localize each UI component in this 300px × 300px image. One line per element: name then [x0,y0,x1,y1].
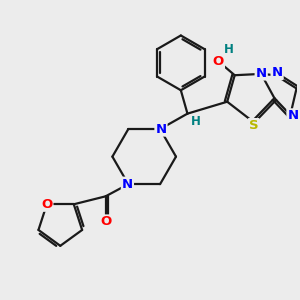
Text: O: O [213,56,224,68]
Text: O: O [41,198,52,211]
Text: N: N [122,178,133,191]
Text: N: N [287,109,298,122]
Text: S: S [249,119,259,132]
Text: H: H [190,115,200,128]
Text: O: O [100,215,111,228]
Text: N: N [272,66,283,79]
Text: N: N [256,67,267,80]
Text: N: N [155,123,167,136]
Text: H: H [224,43,233,56]
